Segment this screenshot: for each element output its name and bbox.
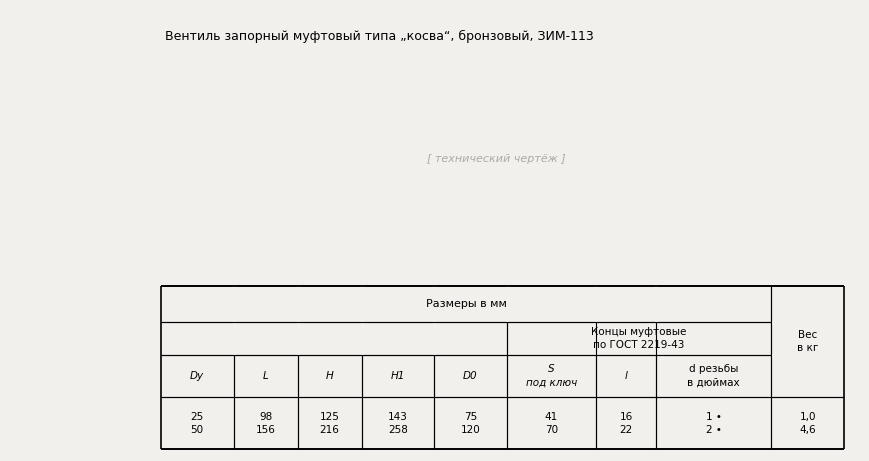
Text: D0: D0 — [462, 371, 477, 381]
Text: Dy: Dy — [190, 371, 204, 381]
Text: Размеры в мм: Размеры в мм — [425, 299, 506, 309]
Text: d резьбы
в дюймах: d резьбы в дюймах — [687, 364, 740, 387]
Text: Вентиль запорный муфтовый типа „косва“, бронзовый, ЗИМ-113: Вентиль запорный муфтовый типа „косва“, … — [165, 30, 594, 43]
Text: 25
50: 25 50 — [190, 412, 203, 435]
Text: 41
70: 41 70 — [544, 412, 558, 435]
Text: S
под ключ: S под ключ — [525, 364, 576, 387]
Text: Вес
в кг: Вес в кг — [796, 330, 818, 353]
FancyBboxPatch shape — [156, 46, 843, 272]
Text: 1 •
2 •: 1 • 2 • — [705, 412, 720, 435]
Text: 125
216: 125 216 — [319, 412, 339, 435]
Text: H1: H1 — [390, 371, 405, 381]
Text: 16
22: 16 22 — [619, 412, 632, 435]
Text: L: L — [262, 371, 269, 381]
Text: l: l — [624, 371, 627, 381]
Text: Концы муфтовые
по ГОСТ 2219-43: Концы муфтовые по ГОСТ 2219-43 — [591, 326, 686, 350]
Text: 1,0
4,6: 1,0 4,6 — [799, 412, 815, 435]
Text: 98
156: 98 156 — [255, 412, 275, 435]
Text: 143
258: 143 258 — [388, 412, 408, 435]
Text: H: H — [325, 371, 333, 381]
Text: 75
120: 75 120 — [460, 412, 480, 435]
Text: [ технический чертёж ]: [ технический чертёж ] — [426, 154, 565, 164]
